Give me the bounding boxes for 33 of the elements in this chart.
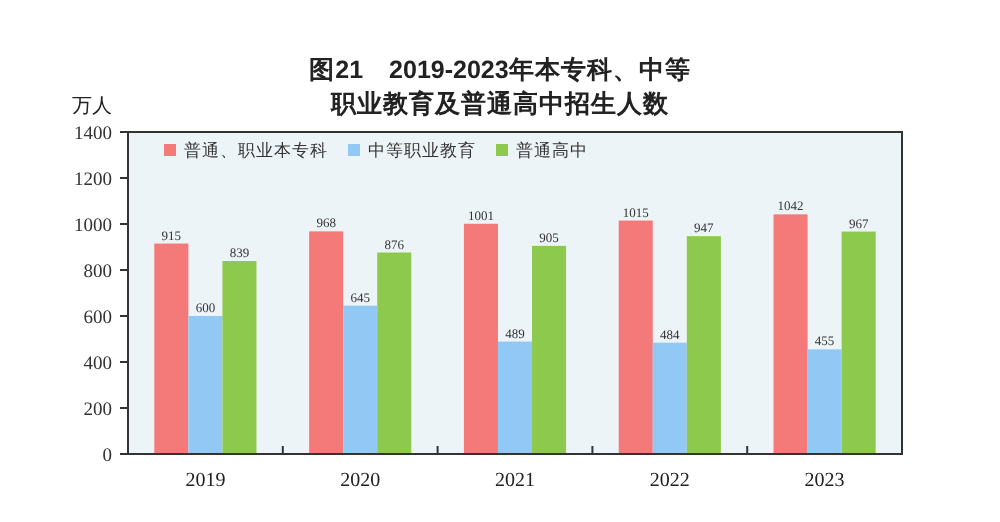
bar (343, 305, 378, 454)
bar (309, 231, 344, 454)
y-tick-label: 1000 (74, 217, 113, 237)
bar (618, 220, 653, 454)
bar (222, 261, 257, 454)
bar (807, 349, 842, 454)
legend-label: 中等职业教育 (368, 140, 476, 160)
y-tick-label: 1400 (74, 125, 113, 145)
y-tick-label: 400 (83, 355, 113, 375)
bar (652, 342, 687, 454)
x-tick-label: 2021 (495, 470, 535, 492)
chart-title: 图21 2019-2023年本专科、中等职业教育及普通高中招生人数 (309, 54, 691, 118)
y-tick-label: 0 (102, 447, 113, 467)
bar (463, 223, 498, 454)
bar (841, 231, 876, 454)
legend-label: 普通、职业本专科 (184, 140, 328, 160)
bar (154, 243, 189, 454)
y-tick-label: 800 (83, 263, 113, 283)
bar (377, 252, 412, 454)
y-tick-label: 600 (83, 309, 113, 329)
bar (497, 341, 533, 454)
legend-label: 普通高中 (516, 140, 588, 160)
x-tick-label: 2022 (649, 470, 690, 492)
bar (532, 245, 567, 454)
x-tick-label: 2020 (340, 470, 381, 492)
x-tick-label: 2023 (804, 470, 845, 492)
y-axis-title: 万人 (72, 96, 112, 118)
y-tick-label: 200 (83, 401, 113, 421)
y-tick-label: 1200 (74, 171, 113, 191)
x-tick-label: 2019 (185, 470, 226, 492)
bar (686, 236, 721, 454)
bar (773, 214, 808, 454)
bar (188, 316, 223, 454)
